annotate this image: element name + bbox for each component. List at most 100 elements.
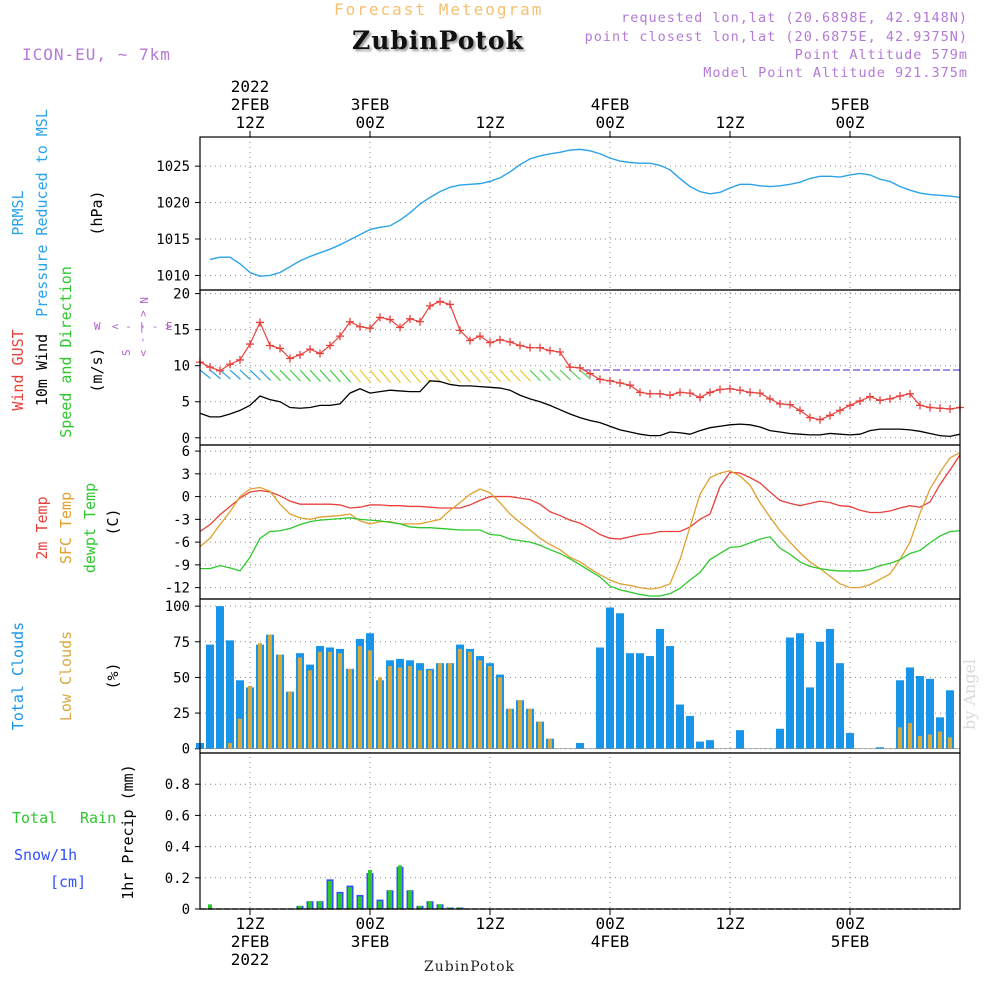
wind-gust-marker: [746, 388, 754, 397]
precip-snow-unit-label: [cm]: [50, 873, 86, 891]
time-label-top: 00Z: [356, 113, 385, 132]
wind-direction-arrow: [389, 369, 401, 383]
wind-direction-arrow: [459, 369, 471, 383]
wind-direction-arrow: [219, 369, 231, 380]
wind-gust-marker: [756, 389, 764, 398]
wind-direction-arrow: [209, 369, 221, 380]
time-label-top: 00Z: [836, 113, 865, 132]
low-cloud-bar: [238, 718, 242, 749]
wind-gust-marker: [336, 332, 344, 341]
low-cloud-bar: [488, 666, 492, 749]
time-label-bottom: 12Z: [236, 914, 265, 933]
rain-bar: [328, 880, 332, 909]
time-label-bottom: 2FEB: [231, 932, 270, 951]
low-cloud-bar: [508, 708, 512, 749]
total-cloud-bar: [706, 740, 714, 749]
time-label-bottom: 4FEB: [591, 932, 630, 951]
low-cloud-bar: [318, 651, 322, 749]
rain-bar: [298, 905, 302, 909]
low-cloud-bar: [298, 657, 302, 749]
wind-direction-arrow: [259, 369, 271, 381]
wind-direction-arrow: [349, 369, 361, 383]
time-label-top: 2FEB: [231, 95, 270, 114]
wind-gust-marker: [936, 404, 944, 413]
wind-direction-arrow: [289, 369, 301, 382]
low-cloud-bar: [328, 651, 332, 749]
wind-direction-arrow: [499, 369, 511, 382]
wind-direction-arrow: [539, 369, 551, 381]
point-altitude: Point Altitude 579m: [794, 47, 968, 63]
total-cloud-bar: [596, 647, 604, 749]
temp-unit-label: (C): [104, 508, 122, 535]
time-label-top: 4FEB: [591, 95, 630, 114]
wind-gust-marker: [396, 323, 404, 332]
y-tick-label: 1025: [156, 159, 190, 175]
wind-gust-marker: [416, 317, 424, 326]
pressure-unit-label: (hPa): [88, 190, 106, 235]
y-tick-label: 10: [173, 359, 190, 375]
precip-unit-label: 1hr Precip (mm): [119, 764, 137, 899]
compass-s: S: [120, 349, 133, 356]
y-tick-label: 100: [165, 599, 190, 615]
wind-direction-arrow: [469, 369, 481, 383]
total-cloud-bar: [916, 676, 924, 749]
total-cloud-bar: [816, 641, 824, 749]
total-cloud-bar: [896, 680, 904, 749]
low-cloud-bar: [398, 667, 402, 749]
wind-gust-marker: [516, 341, 524, 350]
low-cloud-bar: [338, 653, 342, 749]
rain-bar: [458, 907, 462, 909]
wind-direction-arrow: [269, 369, 281, 382]
wind-direction-arrow: [579, 369, 591, 380]
compass-n: N < - - >: [137, 297, 150, 357]
wind-gust-marker: [526, 343, 534, 352]
time-label-top: 12Z: [236, 113, 265, 132]
time-label-bottom: 5FEB: [831, 932, 870, 951]
time-label-bottom: 2022: [231, 950, 270, 969]
wind-gust-marker: [606, 376, 614, 385]
wind-direction-arrow: [409, 369, 421, 384]
wind-gust-marker: [326, 341, 334, 350]
low-cloud-bar: [408, 666, 412, 749]
wind-gust-marker: [566, 363, 574, 372]
low-cloud-bar: [538, 721, 542, 749]
wind-gust-marker: [366, 324, 374, 333]
time-label-top: 5FEB: [831, 95, 870, 114]
wind-direction-arrow: [479, 369, 491, 383]
y-tick-label: 15: [173, 323, 190, 339]
model-point: point closest lon,lat (20.6875E, 42.9375…: [584, 29, 968, 45]
wind-gust-marker: [916, 401, 924, 410]
low-cloud-bar: [918, 735, 922, 749]
wind-gust-marker: [436, 297, 444, 306]
panel-frame: [199, 752, 961, 910]
low-cloud-bar: [478, 660, 482, 749]
product-title: Forecast Meteogram: [334, 0, 544, 19]
wind-direction-arrow: [449, 369, 461, 383]
wind-gust-marker: [576, 363, 584, 372]
wind-direction-arrow: [399, 369, 411, 384]
total-cloud-bar: [676, 704, 684, 749]
y-tick-label: 0: [182, 490, 190, 506]
wind-gust-marker: [656, 389, 664, 398]
total-cloud-bar: [606, 607, 614, 749]
low-cloud-bar: [358, 646, 362, 749]
y-tick-label: 1020: [156, 196, 190, 212]
low-cloud-bar: [388, 666, 392, 749]
wind-gust-marker: [676, 388, 684, 397]
y-tick-label: -9: [173, 558, 190, 574]
wind-speed-line: [199, 380, 961, 438]
wind-direction-arrow: [559, 369, 571, 381]
wind-direction-arrow: [429, 369, 441, 383]
y-tick-label: 50: [173, 670, 190, 686]
rain-bar: [398, 865, 402, 909]
y-tick-label: 0: [182, 431, 190, 447]
wind-gust-marker: [826, 411, 834, 420]
wind-gust-marker: [926, 403, 934, 412]
time-label-top: 12Z: [476, 113, 505, 132]
low-cloud-bar: [548, 738, 552, 749]
wind-gust-marker: [636, 388, 644, 397]
low-cloud-bar: [518, 700, 522, 749]
model-label: ICON-EU, ~ 7km: [22, 45, 171, 64]
rain-bar: [368, 870, 372, 909]
total-cloud-bar: [736, 730, 744, 749]
